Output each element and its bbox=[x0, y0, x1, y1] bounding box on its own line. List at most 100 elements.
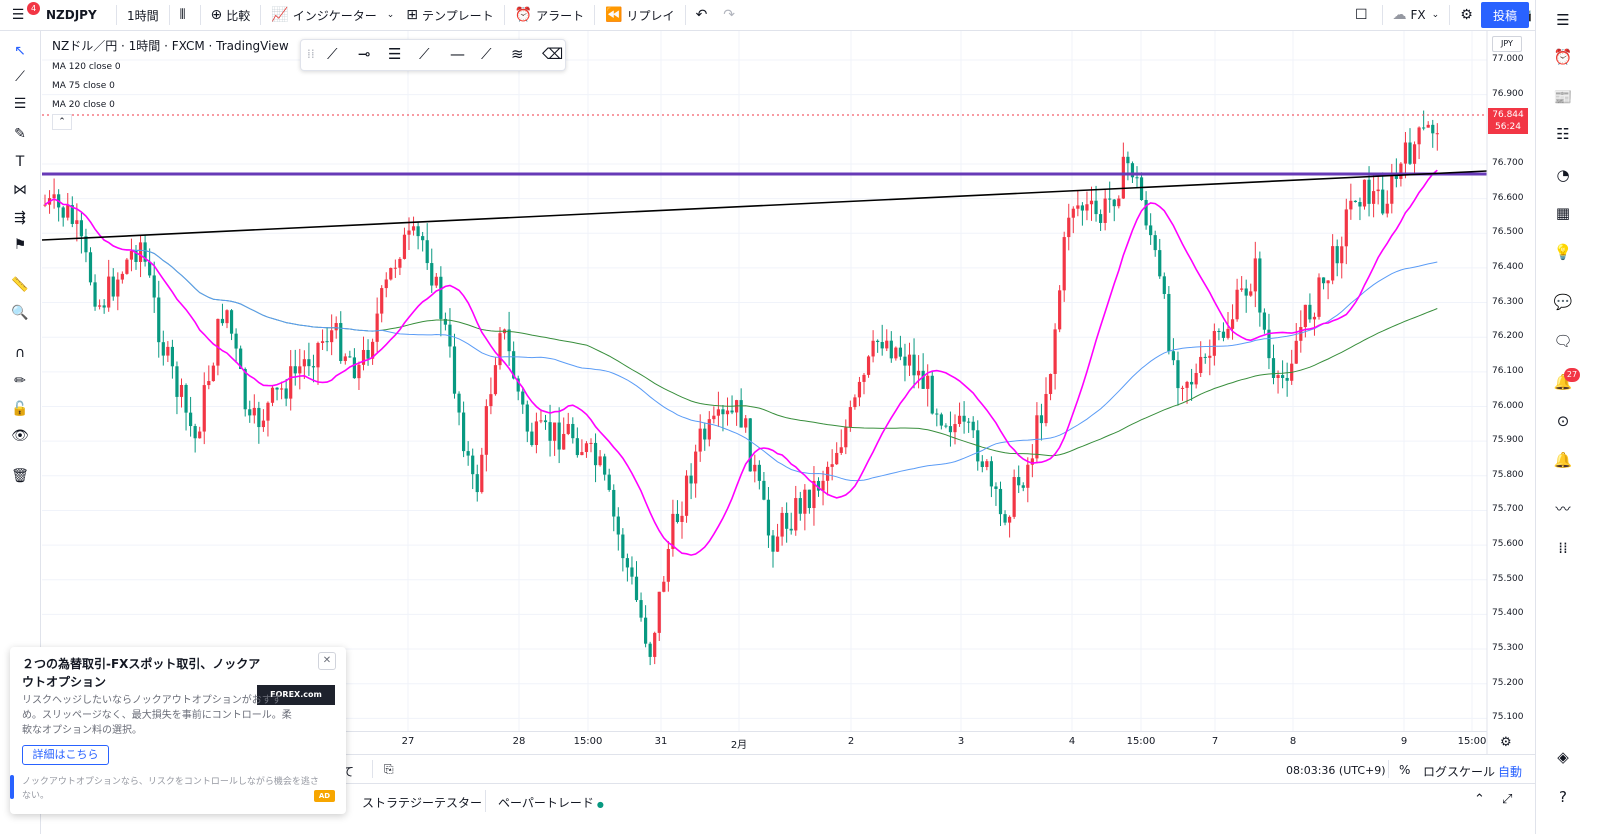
lock-drawing-icon[interactable]: ✏ bbox=[14, 373, 26, 389]
cursor-icon[interactable]: ↖ bbox=[14, 43, 26, 59]
messages-icon[interactable]: 🗨 bbox=[1553, 332, 1573, 350]
time-tick-label: 4 bbox=[1068, 736, 1076, 747]
price-axis[interactable]: 77.000 76.900 76.700 76.600 76.500 76.400 76.3… bbox=[1487, 31, 1535, 731]
price-tick-label: 75.700 bbox=[1492, 504, 1524, 515]
candle-body bbox=[416, 226, 420, 237]
candle-body bbox=[739, 400, 743, 428]
symbol-title[interactable]: NZドル／円 · 1時間 · FXCM · TradingView ≈ bbox=[52, 37, 311, 54]
trendline-icon[interactable]: ⟋ bbox=[327, 45, 338, 63]
candle-body bbox=[102, 305, 106, 308]
prediction-tool-icon[interactable]: ⇶ bbox=[14, 210, 26, 226]
alert-button[interactable]: ⏰ アラート bbox=[509, 0, 590, 31]
ray-icon[interactable]: ⟋ bbox=[419, 45, 430, 63]
tab-paper-trading[interactable]: ペーパートレード ● bbox=[498, 794, 604, 811]
candle-body bbox=[785, 512, 789, 529]
legend-collapse-button[interactable]: ⌃ bbox=[52, 114, 72, 130]
parallel-channel-icon[interactable]: ☰ bbox=[388, 45, 402, 63]
pine-trend-icon[interactable]: 〰 bbox=[1555, 500, 1571, 518]
compare-button[interactable]: ⊕ 比較 bbox=[205, 0, 257, 31]
layout-name-button[interactable]: ☁ FX ⌄ bbox=[1387, 0, 1446, 31]
ad-logo[interactable]: FOREX.com bbox=[257, 685, 335, 705]
chat-icon[interactable]: 💬 bbox=[1553, 293, 1573, 311]
layout-select-button[interactable]: ☐ bbox=[1349, 0, 1378, 31]
candle-body bbox=[1230, 319, 1235, 329]
tab-strategy-tester[interactable]: ストラテジーテスター bbox=[362, 796, 483, 810]
redo-button[interactable]: ↷ bbox=[717, 0, 745, 31]
magnet-icon[interactable]: ∩ bbox=[14, 345, 26, 361]
candle-body bbox=[553, 422, 557, 441]
chart-type-button[interactable]: ⫴ bbox=[174, 0, 196, 31]
candle-body bbox=[1053, 329, 1057, 374]
candle-body bbox=[1240, 288, 1244, 290]
log-scale-toggle[interactable]: ログスケール bbox=[1423, 765, 1496, 779]
currency-selector[interactable]: JPY bbox=[1492, 36, 1522, 52]
right-sidebar: ☰ ⏰ 📰 ☷ ◔ ▦ 💡 💬 🗨 🔔 27 ⊙ 🔔 〰 ⁞⁞ ◈ ? bbox=[1535, 0, 1600, 834]
templates-button[interactable]: ⊞ テンプレート bbox=[400, 0, 499, 31]
calendar-icon[interactable]: ▦ bbox=[1555, 204, 1571, 222]
symbol-search[interactable]: NZDJPY bbox=[46, 8, 97, 22]
chevron-up-icon[interactable]: ⌃ bbox=[1474, 792, 1485, 807]
ma-75-legend[interactable]: MA 75 close 0 bbox=[52, 81, 115, 91]
trash-icon[interactable]: 🗑 bbox=[11, 468, 29, 484]
percent-toggle[interactable]: % bbox=[1399, 763, 1411, 777]
candle-body bbox=[93, 282, 97, 307]
extended-line-icon[interactable]: ⟋ bbox=[481, 45, 492, 63]
dots-grid-icon[interactable]: ⁞⁞ bbox=[1558, 539, 1568, 557]
ma-120-legend[interactable]: MA 120 close 0 bbox=[52, 62, 121, 72]
indicators-button[interactable]: 📈 インジケーター ⌄ bbox=[265, 0, 400, 31]
fib-tool-icon[interactable]: ☰ bbox=[13, 96, 27, 112]
ideas-bulb-icon[interactable]: 💡 bbox=[1553, 243, 1573, 261]
clock-icon[interactable]: ◔ bbox=[1556, 166, 1570, 184]
eraser-icon[interactable]: ⌫ bbox=[542, 45, 564, 63]
news-icon[interactable]: 📰 bbox=[1553, 88, 1573, 106]
zoom-icon[interactable]: 🔍 bbox=[11, 305, 29, 321]
drag-handle-icon[interactable]: ⁞⁞ bbox=[307, 47, 315, 61]
clock-label[interactable]: 08:03:36 (UTC+9) bbox=[1286, 764, 1386, 777]
goto-date-icon[interactable]: ⎘ bbox=[384, 762, 394, 776]
candle-body bbox=[607, 474, 611, 490]
candle-body bbox=[516, 378, 520, 392]
icon-tool-icon[interactable]: ⚑ bbox=[13, 237, 27, 253]
horizontal-line-icon[interactable]: — bbox=[450, 45, 465, 63]
auto-scale-toggle[interactable]: 自動 bbox=[1498, 765, 1523, 779]
axis-settings-button[interactable]: ⚙ bbox=[1500, 735, 1512, 750]
stream-icon[interactable]: ⊙ bbox=[1556, 412, 1570, 430]
horizontal-ray-icon[interactable]: ⊸ bbox=[358, 45, 371, 63]
interval-button[interactable]: 1時間 bbox=[127, 8, 159, 23]
lock-icon[interactable]: 🔓 bbox=[11, 401, 29, 417]
undo-button[interactable]: ↶ bbox=[690, 0, 718, 31]
ruler-icon[interactable]: 📏 bbox=[11, 277, 29, 293]
eye-icon[interactable]: 👁 bbox=[11, 428, 29, 444]
time-axis[interactable]: 27 28 15:00 31 2月 2 3 4 15:00 7 8 9 15:00 bbox=[42, 731, 1487, 753]
candle-body bbox=[1035, 415, 1039, 459]
candle-body bbox=[530, 431, 534, 446]
menu-button[interactable]: ☰ 4 bbox=[0, 0, 40, 31]
text-tool-icon[interactable]: T bbox=[15, 154, 25, 170]
regression-channel-icon[interactable]: ≋ bbox=[511, 45, 524, 63]
candle-body bbox=[1294, 340, 1298, 364]
pattern-tool-icon[interactable]: ⋈ bbox=[13, 182, 27, 198]
watchlist-icon[interactable]: ☰ bbox=[1556, 11, 1570, 29]
ad-title: ２つの為替取引-FXスポット取引、ノックアウトオプション bbox=[22, 657, 261, 689]
help-icon[interactable]: ? bbox=[1559, 788, 1567, 806]
bell-icon[interactable]: 🔔 bbox=[1553, 451, 1573, 469]
brush-tool-icon[interactable]: ✎ bbox=[14, 126, 26, 142]
maximize-icon[interactable]: ⤢ bbox=[1502, 792, 1513, 807]
candle-body bbox=[912, 354, 916, 376]
trendline-tool-icon[interactable]: ⟋ bbox=[15, 69, 25, 85]
time-tick-label: 3 bbox=[957, 736, 965, 747]
layers-icon[interactable]: ◈ bbox=[1557, 748, 1569, 766]
candle-body bbox=[1208, 355, 1212, 358]
close-icon[interactable]: ✕ bbox=[318, 652, 336, 670]
ad-details-button[interactable]: 詳細はこちら bbox=[22, 745, 109, 765]
candle-body bbox=[211, 365, 215, 382]
alarm-clock-icon[interactable]: ⏰ bbox=[1553, 48, 1573, 66]
settings-button[interactable]: ⚙ bbox=[1454, 0, 1483, 31]
chevron-down-icon: ⌄ bbox=[386, 10, 395, 20]
screener-icon[interactable]: ☷ bbox=[1556, 125, 1570, 143]
replay-button[interactable]: ⏪ リプレイ bbox=[599, 0, 680, 31]
ma-20-legend[interactable]: MA 20 close 0 bbox=[52, 100, 115, 110]
publish-button[interactable]: 投稿 bbox=[1481, 2, 1529, 28]
ad-footer: ノックアウトオプションなら、リスクをコントロールしながら機会を逃さない。 bbox=[22, 777, 319, 801]
